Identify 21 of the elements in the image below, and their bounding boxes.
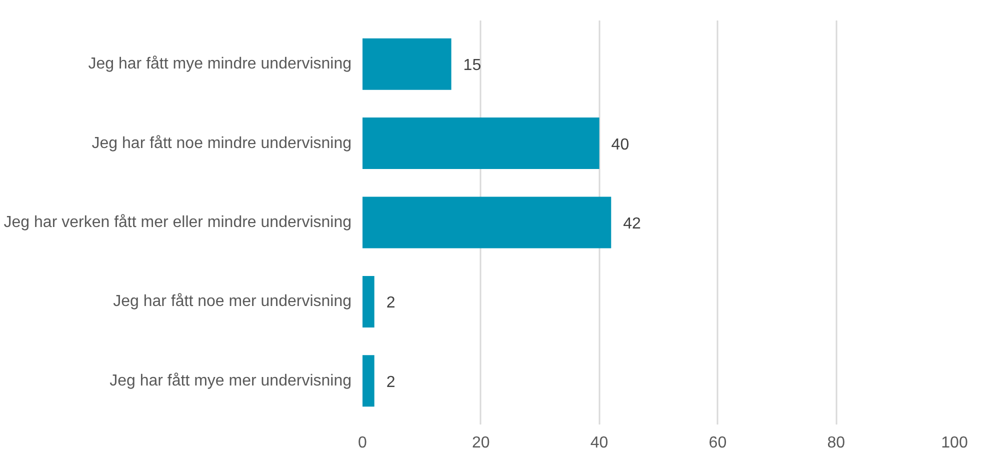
bar (362, 355, 374, 407)
y-tick-label: Jeg har fått noe mindre undervisning (92, 134, 352, 152)
bar (362, 38, 452, 90)
bar (362, 118, 600, 170)
x-tick-label: 0 (358, 434, 368, 450)
x-tick-label: 80 (827, 434, 846, 450)
data-label: 42 (623, 216, 642, 232)
data-label: 2 (386, 294, 396, 312)
data-label: 40 (611, 136, 630, 154)
x-tick-label: 60 (708, 434, 727, 450)
bar (362, 196, 612, 248)
y-tick-label: Jeg har fått mye mindre undervisning (88, 56, 352, 73)
data-label: 2 (386, 374, 396, 391)
x-tick-label: 20 (472, 434, 490, 450)
y-tick-label: Jeg har verken fått mer eller mindre undervisning (4, 214, 352, 231)
x-tick-label: 40 (590, 434, 608, 450)
data-label: 15 (463, 57, 482, 74)
x-tick-label: 100 (941, 434, 968, 450)
bar (362, 276, 374, 328)
y-tick-label: Jeg har fått mye mer undervisning (110, 372, 352, 390)
y-tick-label: Jeg har fått noe mer undervisning (113, 293, 352, 310)
